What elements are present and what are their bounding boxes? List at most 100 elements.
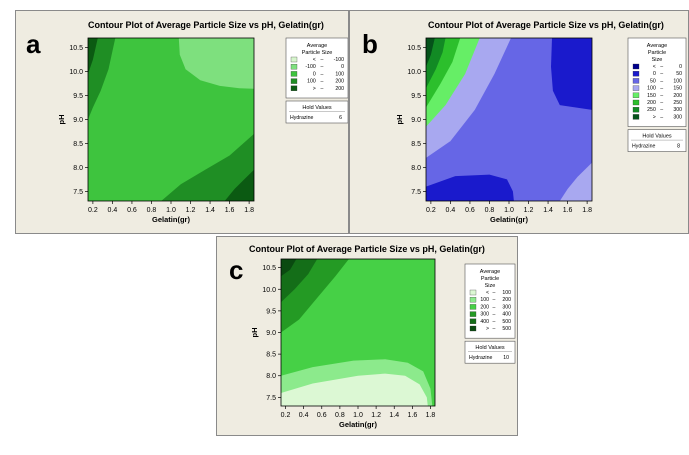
legend-swatch bbox=[469, 297, 477, 303]
contour-region bbox=[551, 38, 592, 110]
legend-high: 200 bbox=[673, 93, 682, 99]
legend-dash: – bbox=[660, 71, 663, 77]
legend-high: 200 bbox=[335, 79, 344, 85]
legend-dash: – bbox=[493, 326, 496, 332]
legend-dash: – bbox=[660, 107, 663, 113]
x-tick-label: 1.0 bbox=[504, 207, 514, 214]
legend-swatch bbox=[632, 71, 640, 77]
x-axis-label: Gelatin(gr) bbox=[490, 215, 528, 224]
x-tick-label: 1.2 bbox=[371, 412, 381, 419]
x-tick-label: 1.6 bbox=[563, 207, 573, 214]
x-tick-label: 0.8 bbox=[147, 207, 157, 214]
x-tick-label: 1.6 bbox=[407, 412, 417, 419]
legend-title: Particle bbox=[481, 276, 499, 282]
y-tick-label: 8.0 bbox=[266, 373, 276, 380]
legend-high: 100 bbox=[673, 78, 682, 84]
y-tick-label: 10.0 bbox=[262, 287, 276, 294]
legend-low: 0 bbox=[653, 71, 656, 77]
legend-swatch bbox=[632, 78, 640, 84]
x-tick-label: 1.0 bbox=[353, 412, 363, 419]
panel-letter: b bbox=[362, 29, 378, 59]
legend-title: Particle Size bbox=[302, 50, 333, 56]
legend-high: 50 bbox=[676, 71, 682, 77]
x-tick-label: 0.8 bbox=[485, 207, 495, 214]
x-tick-label: 1.0 bbox=[166, 207, 176, 214]
x-tick-label: 0.4 bbox=[446, 207, 456, 214]
y-tick-label: 8.5 bbox=[411, 141, 421, 148]
legend-high: 100 bbox=[502, 290, 511, 296]
legend-dash: – bbox=[493, 290, 496, 296]
y-tick-label: 10.5 bbox=[262, 265, 276, 272]
contour-region bbox=[88, 38, 116, 120]
legend-high: 400 bbox=[502, 312, 511, 318]
contour-region bbox=[224, 169, 254, 201]
legend-high: 150 bbox=[673, 86, 682, 92]
y-tick-label: 9.0 bbox=[73, 117, 83, 124]
x-tick-label: 0.6 bbox=[465, 207, 475, 214]
legend-title: Size bbox=[485, 283, 496, 289]
contour-panel-a: a Contour Plot of Average Particle Size v… bbox=[15, 10, 349, 234]
x-tick-label: 1.8 bbox=[244, 207, 254, 214]
legend-dash: – bbox=[493, 312, 496, 318]
hold-values: Hold Values Hydrazine 8 bbox=[627, 129, 687, 152]
legend-swatch bbox=[290, 78, 298, 84]
legend-low: 0 bbox=[313, 71, 316, 77]
legend-dash: – bbox=[321, 79, 324, 85]
legend-swatch bbox=[290, 56, 298, 63]
y-tick-label: 10.5 bbox=[407, 45, 421, 52]
y-tick-label: 10.0 bbox=[69, 69, 83, 76]
x-tick-label: 0.6 bbox=[127, 207, 137, 214]
legend-dash: – bbox=[493, 304, 496, 310]
legend-swatch bbox=[290, 85, 298, 91]
legend-high: 300 bbox=[502, 304, 511, 310]
y-tick-label: 10.0 bbox=[407, 69, 421, 76]
hold-values-name: Hydrazine bbox=[632, 144, 655, 150]
contour-chart-b: b Contour Plot of Average Particle Size v… bbox=[362, 20, 687, 224]
legend-dash: – bbox=[660, 78, 663, 84]
contour-region bbox=[161, 133, 254, 201]
x-tick-label: 0.2 bbox=[426, 207, 436, 214]
y-axis-label: pH bbox=[57, 115, 66, 125]
legend-swatch bbox=[632, 114, 640, 120]
legend-dash: – bbox=[660, 114, 663, 120]
legend-title: Particle bbox=[648, 50, 666, 56]
legend-high: 200 bbox=[502, 297, 511, 303]
contour-chart-c: c Contour Plot of Average Particle Size v… bbox=[229, 244, 516, 429]
x-axis-label: Gelatin(gr) bbox=[152, 215, 190, 224]
contour-region bbox=[559, 162, 592, 201]
legend-swatch bbox=[290, 64, 298, 70]
hold-values-box bbox=[627, 129, 687, 152]
legend-swatch bbox=[632, 85, 640, 91]
legend-low: 300 bbox=[480, 312, 489, 318]
legend-low: 200 bbox=[647, 100, 656, 106]
legend-swatch bbox=[632, 63, 640, 70]
legend-low: > bbox=[653, 114, 656, 120]
legend-swatch bbox=[469, 311, 477, 317]
legend-dash: – bbox=[660, 100, 663, 106]
legend-low: < bbox=[486, 290, 489, 296]
legend-low: < bbox=[313, 57, 316, 63]
legend-dash: – bbox=[321, 57, 324, 63]
x-tick-label: 1.4 bbox=[205, 207, 215, 214]
legend-high: 500 bbox=[502, 319, 511, 325]
contour-panel-c: c Contour Plot of Average Particle Size v… bbox=[216, 236, 518, 436]
legend-high: 300 bbox=[673, 114, 682, 120]
legend-low: 100 bbox=[647, 86, 656, 92]
chart-title: Contour Plot of Average Particle Size vs… bbox=[249, 244, 485, 254]
x-tick-label: 0.2 bbox=[281, 412, 291, 419]
contour-regions bbox=[88, 38, 254, 201]
legend-low: 150 bbox=[647, 93, 656, 99]
x-tick-label: 1.4 bbox=[543, 207, 553, 214]
x-tick-label: 0.2 bbox=[88, 207, 98, 214]
legend-low: 100 bbox=[480, 297, 489, 303]
legend-low: -100 bbox=[305, 64, 315, 70]
legend-high: 500 bbox=[502, 326, 511, 332]
legend-high: 0 bbox=[679, 64, 682, 70]
hold-values-title: Hold Values bbox=[475, 345, 504, 351]
legend-high: 250 bbox=[673, 100, 682, 106]
x-tick-label: 1.4 bbox=[389, 412, 399, 419]
contour-region bbox=[281, 259, 297, 277]
contour-panel-b: b Contour Plot of Average Particle Size v… bbox=[349, 10, 689, 234]
